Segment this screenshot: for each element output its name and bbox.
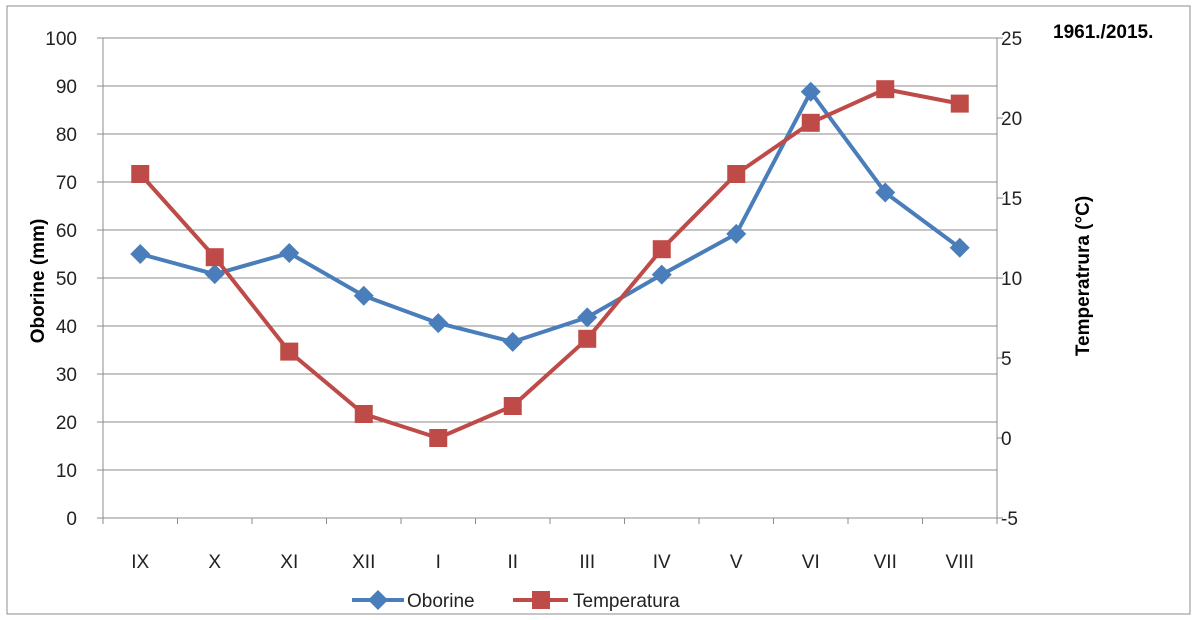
x-tick-label: XI xyxy=(280,552,298,573)
y-left-tick-label: 60 xyxy=(56,221,77,242)
left-axis-ticks: 0 10 20 30 40 50 60 70 80 90 100 xyxy=(45,29,103,530)
x-tick-label: I xyxy=(436,552,441,573)
legend-temperatura-marker xyxy=(532,591,550,609)
legend: Oborine Temperatura xyxy=(352,590,680,612)
x-tick-label: IV xyxy=(653,552,671,573)
y-left-tick-label: 80 xyxy=(56,125,77,146)
data-point-temperatura xyxy=(131,165,150,183)
x-tick-label: III xyxy=(579,552,595,573)
x-axis-ticks: IX X XI XII I II III IV V VI VII VIII xyxy=(102,518,998,573)
y-left-tick-label: 20 xyxy=(56,413,77,434)
data-point-oborine xyxy=(204,264,225,285)
y-left-tick-label: 30 xyxy=(56,365,77,386)
y-right-tick-label: -5 xyxy=(1001,509,1018,530)
y-right-tick-label: 25 xyxy=(1001,29,1022,50)
data-point-temperatura xyxy=(429,429,448,447)
data-point-temperatura xyxy=(652,240,671,259)
data-point-oborine xyxy=(800,81,821,102)
data-point-temperatura xyxy=(280,342,299,361)
x-tick-label: VII xyxy=(874,552,897,573)
series-line-oborine xyxy=(139,89,961,344)
data-point-oborine xyxy=(651,264,672,285)
x-tick-label: X xyxy=(208,552,221,573)
y-left-axis-title: Oborine (mm) xyxy=(28,219,49,344)
y-left-tick-label: 0 xyxy=(66,509,77,530)
data-point-oborine xyxy=(502,331,523,352)
y-right-axis-title: Temperatrura (°C) xyxy=(1073,196,1094,356)
data-point-oborine xyxy=(428,313,449,334)
y-right-tick-label: 0 xyxy=(1001,429,1012,450)
data-point-oborine xyxy=(726,223,747,244)
data-point-oborine xyxy=(949,237,970,258)
data-point-temperatura xyxy=(205,248,224,267)
gridlines xyxy=(103,37,997,471)
x-tick-label: VI xyxy=(802,552,820,573)
data-point-oborine xyxy=(130,244,151,264)
data-point-oborine xyxy=(875,182,896,203)
data-point-temperatura xyxy=(503,397,522,415)
x-tick-label: V xyxy=(730,552,743,573)
series-layer xyxy=(130,80,970,447)
data-point-temperatura xyxy=(727,165,746,183)
y-left-tick-label: 50 xyxy=(56,269,77,290)
data-point-temperatura xyxy=(354,405,373,423)
y-left-tick-label: 100 xyxy=(45,29,77,50)
data-point-temperatura xyxy=(801,113,820,132)
period-label: 1961./2015. xyxy=(1053,22,1153,43)
y-left-tick-label: 90 xyxy=(56,77,77,98)
y-left-tick-label: 40 xyxy=(56,317,77,338)
right-axis-ticks: -5 0 5 10 15 20 25 xyxy=(997,29,1022,530)
y-right-tick-label: 10 xyxy=(1001,269,1022,290)
y-right-tick-label: 5 xyxy=(1001,349,1012,370)
y-right-tick-label: 20 xyxy=(1001,109,1022,130)
data-point-oborine xyxy=(353,285,374,306)
x-tick-label: XII xyxy=(352,552,375,573)
legend-oborine-marker xyxy=(368,590,388,610)
x-tick-label: II xyxy=(507,552,518,573)
legend-oborine-label: Oborine xyxy=(407,591,475,612)
y-left-tick-label: 70 xyxy=(56,173,77,194)
data-point-oborine xyxy=(279,243,300,264)
y-left-tick-label: 10 xyxy=(56,461,77,482)
data-point-temperatura xyxy=(950,94,969,113)
data-point-temperatura xyxy=(578,329,597,348)
x-tick-label: IX xyxy=(131,552,149,573)
y-right-tick-label: 15 xyxy=(1001,189,1022,210)
legend-temperatura-label: Temperatura xyxy=(573,591,680,612)
x-tick-label: VIII xyxy=(945,552,974,573)
data-point-temperatura xyxy=(876,80,895,99)
series-line-temperatura xyxy=(138,87,961,440)
data-point-oborine xyxy=(577,307,598,328)
